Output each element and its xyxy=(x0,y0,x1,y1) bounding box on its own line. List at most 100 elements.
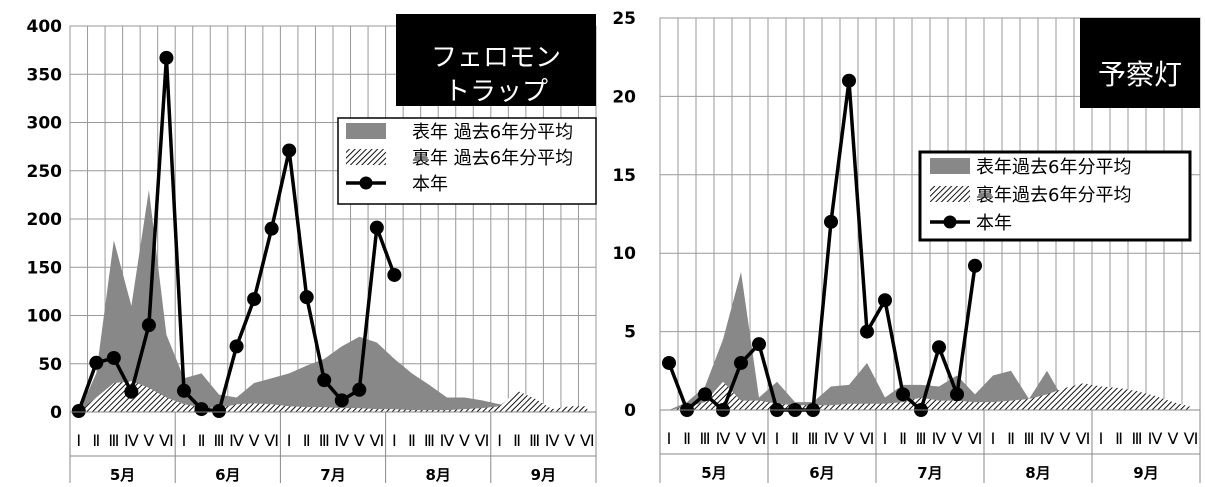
light-period-label: Ⅵ xyxy=(752,429,767,448)
light-period-label: Ⅰ xyxy=(991,429,996,448)
trap-series-2-point xyxy=(89,355,104,370)
trap-period-label: Ⅰ xyxy=(392,431,397,450)
trap-series-2-point xyxy=(141,318,156,333)
light-ytick-label: 0 xyxy=(624,401,636,421)
trap-ytick-label: 50 xyxy=(38,355,62,375)
light-period-label: Ⅲ xyxy=(807,429,818,448)
trap-month-label: 7月 xyxy=(320,466,345,483)
trap-period-label: Ⅰ xyxy=(497,431,502,450)
light-period-label: Ⅳ xyxy=(1148,429,1163,448)
light-month-label: 6月 xyxy=(809,464,834,482)
light-period-label: Ⅴ xyxy=(844,429,855,448)
trap-period-label: Ⅳ xyxy=(124,431,139,450)
light-period-label: Ⅵ xyxy=(968,429,983,448)
trap-period-label: Ⅴ xyxy=(143,431,154,450)
trap-series-2-point xyxy=(176,383,191,398)
light-period-label: Ⅵ xyxy=(1076,429,1091,448)
light-series-2-point xyxy=(968,258,982,273)
trap-series-2-point xyxy=(387,267,402,282)
trap-ytick-label: 350 xyxy=(27,65,63,85)
light-title-box xyxy=(1080,18,1200,108)
trap-series-1-area xyxy=(78,381,588,412)
light-period-label: Ⅱ xyxy=(899,429,907,448)
trap-period-label: Ⅵ xyxy=(264,431,279,450)
light-series-2-point xyxy=(896,387,910,402)
trap-period-label: Ⅳ xyxy=(545,431,560,450)
light-period-label: Ⅰ xyxy=(775,429,780,448)
light-period-label: Ⅰ xyxy=(883,429,888,448)
trap-period-label: Ⅱ xyxy=(303,431,311,450)
trap-period-label: Ⅲ xyxy=(108,431,119,450)
light-legend-swatch xyxy=(930,158,970,174)
trap-legend-label: 表年 過去6年分平均 xyxy=(412,122,573,143)
trap-legend-label: 裏年 過去6年分平均 xyxy=(412,148,573,169)
light-period-label: Ⅱ xyxy=(683,429,691,448)
trap-ytick-label: 150 xyxy=(27,258,63,278)
light-ytick-label: 15 xyxy=(612,166,636,186)
light-period-label: Ⅴ xyxy=(1060,429,1071,448)
light-series-2-point xyxy=(950,387,964,402)
light-period-label: Ⅳ xyxy=(824,429,839,448)
trap-period-label: Ⅱ xyxy=(513,431,521,450)
light-series-2-point xyxy=(752,337,766,352)
light-series-2-point xyxy=(698,387,712,402)
trap-period-label: Ⅴ xyxy=(564,431,575,450)
trap-ytick-label: 200 xyxy=(27,210,63,230)
light-period-label: Ⅴ xyxy=(736,429,747,448)
trap-ytick-label: 250 xyxy=(27,162,63,182)
light-period-label: Ⅵ xyxy=(1184,429,1199,448)
trap-month-label: 6月 xyxy=(215,466,240,483)
trap-period-label: Ⅲ xyxy=(319,431,330,450)
trap-series-2-point xyxy=(159,50,174,65)
light-title: 予察灯 xyxy=(1098,58,1182,91)
light-period-label: Ⅵ xyxy=(860,429,875,448)
trap-period-label: Ⅱ xyxy=(92,431,100,450)
trap-period-label: Ⅳ xyxy=(440,431,455,450)
light-month-label: 9月 xyxy=(1133,464,1158,482)
light-series-2-point xyxy=(734,355,748,370)
trap-period-label: Ⅲ xyxy=(529,431,540,450)
light-ytick-label: 5 xyxy=(624,323,636,343)
trap-series-2-point xyxy=(334,393,349,408)
trap-series-2-point xyxy=(71,404,86,419)
light-period-label: Ⅳ xyxy=(932,429,947,448)
light-period-label: Ⅳ xyxy=(716,429,731,448)
light-legend-swatch xyxy=(930,186,970,202)
light-period-label: Ⅱ xyxy=(1115,429,1123,448)
light-period-label: Ⅱ xyxy=(1007,429,1015,448)
light-period-label: Ⅳ xyxy=(1040,429,1055,448)
trap-series-2-point xyxy=(299,290,314,305)
trap-series-2-point xyxy=(212,404,227,419)
trap-period-label: Ⅰ xyxy=(287,431,292,450)
light-period-label: Ⅴ xyxy=(952,429,963,448)
trap-period-label: Ⅲ xyxy=(214,431,225,450)
trap-period-label: Ⅰ xyxy=(182,431,187,450)
light-legend-marker-swatch xyxy=(943,215,957,229)
light-period-label: Ⅲ xyxy=(915,429,926,448)
trap-series-2-point xyxy=(352,382,367,397)
trap-period-label: Ⅰ xyxy=(76,431,81,450)
trap-ytick-label: 400 xyxy=(27,17,63,37)
trap-month-label: 5月 xyxy=(110,466,135,483)
trap-ytick-label: 300 xyxy=(27,114,63,134)
light-period-label: Ⅲ xyxy=(1023,429,1034,448)
light-series-2-point xyxy=(824,214,838,229)
trap-series-2-point xyxy=(124,384,139,399)
trap-period-label: Ⅵ xyxy=(159,431,174,450)
trap-series-2-point xyxy=(106,350,121,365)
light-series-2-point xyxy=(878,293,892,308)
trap-period-label: Ⅲ xyxy=(424,431,435,450)
light-period-label: Ⅴ xyxy=(1168,429,1179,448)
light-ytick-label: 20 xyxy=(612,87,636,107)
trap-series-2-point xyxy=(194,402,209,417)
trap-ytick-label: 0 xyxy=(50,403,62,423)
trap-month-label: 8月 xyxy=(425,466,450,483)
trap-period-label: Ⅱ xyxy=(198,431,206,450)
light-period-label: Ⅱ xyxy=(791,429,799,448)
light-series-2-point xyxy=(842,73,856,88)
trap-period-label: Ⅵ xyxy=(580,431,595,450)
trap-ytick-label: 100 xyxy=(27,307,63,327)
trap-period-label: Ⅳ xyxy=(334,431,349,450)
trap-period-label: Ⅴ xyxy=(354,431,365,450)
